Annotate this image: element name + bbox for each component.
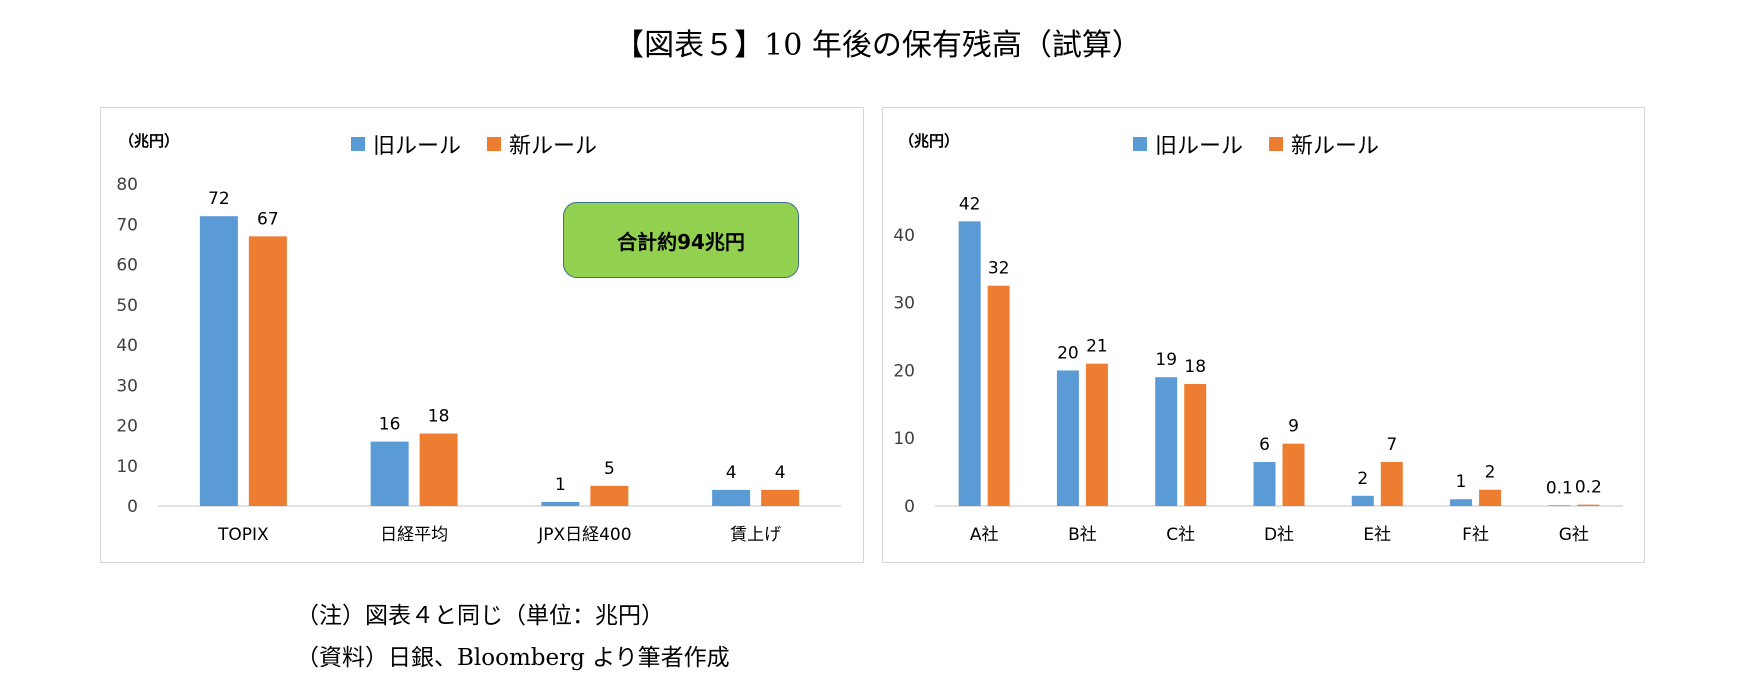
data-label: 4 [775, 463, 786, 483]
y-tick-label: 10 [116, 457, 138, 477]
data-label: 18 [428, 407, 450, 427]
x-tick-label: A社 [970, 525, 999, 545]
left-legend: 旧ルール 新ルール [351, 128, 623, 160]
left-bar-chart: 0 10 20 30 40 50 60 70 80 72 67 TOPIX 16 18 日経平均 1 5 JPX日… [116, 175, 841, 545]
note-line: （注）図表４と同じ（単位：兆円） [296, 603, 664, 629]
data-label: 16 [379, 415, 401, 435]
legend-label-new: 新ルール [509, 134, 598, 159]
bar-new [1282, 443, 1305, 506]
y-tick-label: 50 [116, 296, 138, 316]
data-label: 6 [1259, 435, 1270, 455]
x-tick-label: 日経平均 [380, 525, 448, 545]
legend-label-new: 新ルール [1291, 134, 1380, 159]
data-label: 72 [208, 189, 230, 209]
bar-old [1351, 495, 1374, 506]
data-label: 2 [1485, 463, 1496, 483]
bar-new [1577, 504, 1600, 506]
y-tick-label: 10 [893, 429, 915, 449]
bar-new [419, 433, 458, 506]
legend-swatch-old [1133, 137, 1147, 151]
data-label: 19 [1155, 350, 1177, 370]
y-tick-label: 70 [116, 215, 138, 235]
total-annotation-box: 合計約94兆円 [563, 202, 799, 278]
data-label: 67 [257, 209, 279, 229]
bar-old [958, 221, 981, 506]
source-line: （資料）日銀、Bloomberg より筆者作成 [296, 645, 730, 671]
data-label: 9 [1288, 417, 1299, 437]
x-tick-label: G社 [1559, 525, 1589, 545]
data-label: 18 [1184, 357, 1206, 377]
bar-old [1253, 461, 1276, 506]
bar-new [248, 236, 287, 506]
x-tick-label: B社 [1068, 525, 1097, 545]
x-tick-label: 賃上げ [730, 525, 781, 545]
data-label: 5 [604, 459, 615, 479]
data-label: 21 [1086, 337, 1108, 357]
bar-old [541, 501, 580, 506]
bar-old [370, 441, 409, 506]
data-label: 20 [1057, 343, 1079, 363]
y-tick-label: 20 [893, 361, 915, 381]
data-label: 32 [988, 259, 1010, 279]
y-tick-label: 40 [893, 226, 915, 246]
y-tick-label: 60 [116, 256, 138, 276]
figure-title: 【図表５】10 年後の保有残高（試算） [614, 28, 1142, 63]
left-chart-panel: （兆円） 旧ルール 新ルール 合計約94兆円 0 10 20 30 40 50 60 70 80… [100, 107, 864, 563]
bar-new [1085, 363, 1108, 506]
y-tick-label: 20 [116, 417, 138, 437]
data-label: 4 [726, 463, 737, 483]
bar-old [1056, 370, 1079, 506]
legend-swatch-old [351, 137, 365, 151]
x-tick-label: JPX日経400 [537, 525, 631, 545]
data-label: 2 [1357, 469, 1368, 489]
bar-old [1548, 505, 1571, 506]
bar-new [590, 485, 629, 506]
data-label: 7 [1386, 435, 1397, 455]
bar-new [761, 489, 800, 506]
bar-old [199, 216, 238, 506]
data-label: 0.1 [1546, 478, 1573, 498]
x-tick-label: D社 [1264, 525, 1294, 545]
y-tick-label: 30 [116, 376, 138, 396]
x-tick-label: C社 [1166, 525, 1195, 545]
right-legend: 旧ルール 新ルール [1133, 128, 1405, 160]
x-tick-label: F社 [1462, 525, 1489, 545]
bar-new [1380, 461, 1403, 506]
y-tick-label: 0 [127, 497, 138, 517]
y-tick-label: 80 [116, 175, 138, 195]
y-tick-label: 40 [116, 336, 138, 356]
bar-old [712, 489, 751, 506]
legend-swatch-new [487, 137, 502, 151]
x-tick-label: TOPIX [217, 525, 269, 545]
legend-swatch-new [1269, 137, 1284, 151]
bar-new [1479, 489, 1502, 506]
left-y-unit-label: （兆円） [119, 132, 180, 150]
legend-label-old: 旧ルール [373, 134, 462, 159]
data-label: 0.2 [1575, 478, 1602, 498]
y-tick-label: 0 [904, 497, 915, 517]
right-chart-panel: （兆円） 旧ルール 新ルール 0 10 20 30 40 42 32 A社 20 21 B社 19 18… [882, 107, 1645, 563]
data-label: 1 [1456, 472, 1467, 492]
legend-label-old: 旧ルール [1155, 134, 1244, 159]
right-y-unit-label: （兆円） [899, 132, 960, 150]
data-label: 1 [555, 475, 566, 495]
data-label: 42 [959, 194, 981, 214]
x-tick-label: E社 [1363, 525, 1391, 545]
y-tick-label: 30 [893, 294, 915, 314]
bar-new [987, 285, 1010, 506]
bar-new [1184, 384, 1207, 506]
bar-old [1450, 499, 1473, 506]
bar-old [1155, 377, 1178, 506]
